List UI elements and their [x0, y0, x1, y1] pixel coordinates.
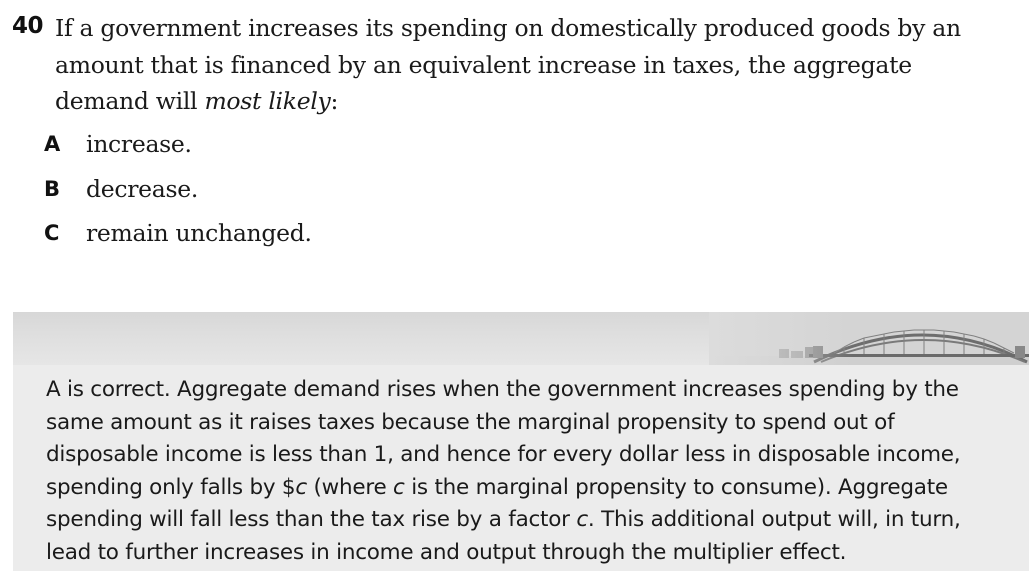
variable-c: c: [576, 507, 588, 533]
option-c[interactable]: C remain unchanged.: [44, 213, 312, 253]
answer-text-part: is the marginal propensity to consume). …: [46, 474, 948, 533]
option-b[interactable]: B decrease.: [44, 169, 198, 209]
option-text: decrease.: [86, 175, 199, 203]
variable-c: c: [295, 474, 307, 500]
variable-c: c: [393, 474, 405, 500]
option-letter: C: [44, 221, 60, 245]
option-a[interactable]: A increase.: [44, 124, 192, 164]
answer-text-part: (where: [306, 474, 394, 500]
answer-explanation: A is correct. Aggregate demand rises whe…: [46, 374, 1006, 570]
option-text: remain unchanged.: [86, 219, 312, 247]
question-number: 40: [12, 13, 44, 39]
answer-text-part: A is correct. Aggregate demand rises whe…: [46, 377, 961, 500]
question-text: If a government increases its spending o…: [55, 10, 1005, 120]
option-text: increase.: [86, 130, 192, 158]
answer-panel: A is correct. Aggregate demand rises whe…: [13, 312, 1029, 571]
bridge-silhouette-icon: [709, 312, 1029, 365]
question-text-main: If a government increases its spending o…: [55, 14, 961, 115]
answer-banner: [13, 312, 1029, 365]
option-letter: B: [44, 177, 61, 201]
option-letter: A: [44, 132, 61, 156]
question-text-end: :: [330, 87, 339, 115]
question-text-emphasis: most likely: [204, 87, 331, 115]
answer-text-part: . This additional output will, in turn, …: [46, 507, 961, 565]
